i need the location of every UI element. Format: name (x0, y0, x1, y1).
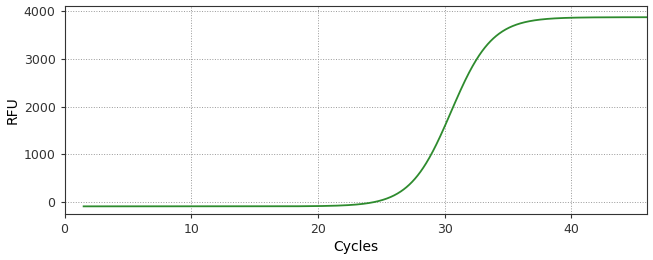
Y-axis label: RFU: RFU (6, 96, 20, 124)
X-axis label: Cycles: Cycles (334, 240, 379, 255)
